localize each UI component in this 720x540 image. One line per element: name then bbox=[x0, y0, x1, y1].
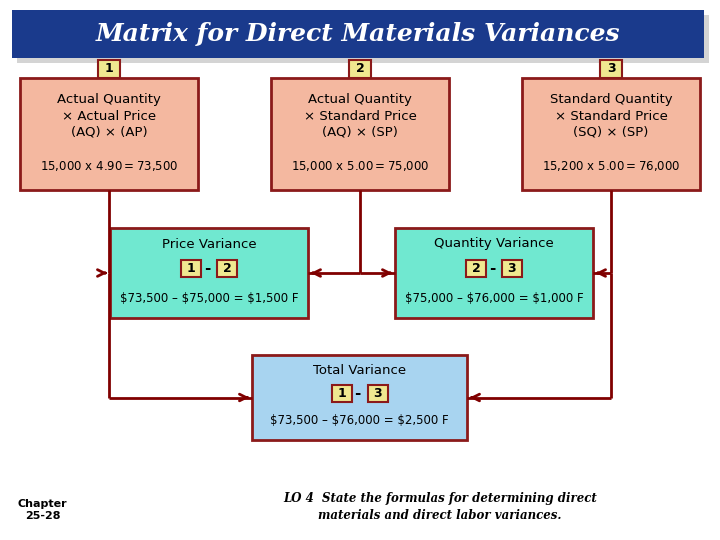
Text: -: - bbox=[489, 261, 495, 276]
Text: (AQ) × (AP): (AQ) × (AP) bbox=[71, 125, 148, 138]
Text: Matrix for Direct Materials Variances: Matrix for Direct Materials Variances bbox=[96, 22, 621, 46]
Text: -: - bbox=[354, 386, 361, 401]
Text: Chapter
25-28: Chapter 25-28 bbox=[18, 499, 68, 521]
Text: $75,000 – $76,000 = $1,000 F: $75,000 – $76,000 = $1,000 F bbox=[405, 292, 583, 305]
Text: × Standard Price: × Standard Price bbox=[554, 110, 667, 123]
Bar bbox=[181, 260, 201, 277]
Bar bbox=[217, 260, 237, 277]
Text: $73,500 – $75,000 = $1,500 F: $73,500 – $75,000 = $1,500 F bbox=[120, 292, 298, 305]
Text: 1: 1 bbox=[186, 262, 195, 275]
Text: materials and direct labor variances.: materials and direct labor variances. bbox=[318, 509, 562, 522]
Bar bbox=[12, 10, 704, 58]
Text: × Actual Price: × Actual Price bbox=[62, 110, 156, 123]
Text: 3: 3 bbox=[508, 262, 516, 275]
Bar bbox=[110, 228, 308, 318]
Text: (AQ) × (SP): (AQ) × (SP) bbox=[322, 125, 398, 138]
Text: (SQ) × (SP): (SQ) × (SP) bbox=[573, 125, 649, 138]
Text: 3: 3 bbox=[373, 387, 382, 400]
Bar bbox=[349, 60, 371, 78]
Bar bbox=[522, 78, 700, 190]
Text: Actual Quantity: Actual Quantity bbox=[308, 93, 412, 106]
Text: 2: 2 bbox=[222, 262, 231, 275]
Bar bbox=[331, 385, 351, 402]
Text: Actual Quantity: Actual Quantity bbox=[57, 93, 161, 106]
Bar bbox=[271, 78, 449, 190]
Text: 15,000 x $4.90 = $73,500: 15,000 x $4.90 = $73,500 bbox=[40, 159, 178, 173]
Text: 15,000 x $5.00 = $75,000: 15,000 x $5.00 = $75,000 bbox=[291, 159, 429, 173]
Text: Price Variance: Price Variance bbox=[162, 238, 256, 251]
Bar bbox=[502, 260, 522, 277]
Text: 1: 1 bbox=[104, 63, 113, 76]
Text: Quantity Variance: Quantity Variance bbox=[434, 238, 554, 251]
Text: 2: 2 bbox=[472, 262, 480, 275]
Bar bbox=[20, 78, 198, 190]
Text: $73,500 – $76,000 = $2,500 F: $73,500 – $76,000 = $2,500 F bbox=[270, 415, 449, 428]
Text: LO 4  State the formulas for determining direct: LO 4 State the formulas for determining … bbox=[283, 492, 597, 505]
Bar bbox=[17, 15, 709, 63]
Bar bbox=[600, 60, 622, 78]
Text: × Standard Price: × Standard Price bbox=[304, 110, 416, 123]
Text: Total Variance: Total Variance bbox=[313, 363, 406, 376]
Text: Standard Quantity: Standard Quantity bbox=[549, 93, 672, 106]
Bar bbox=[395, 228, 593, 318]
Text: 15,200 x $5.00 = $76,000: 15,200 x $5.00 = $76,000 bbox=[542, 159, 680, 173]
Text: 2: 2 bbox=[356, 63, 364, 76]
Bar bbox=[367, 385, 387, 402]
Bar bbox=[466, 260, 486, 277]
Bar bbox=[98, 60, 120, 78]
Text: -: - bbox=[204, 261, 210, 276]
Bar bbox=[252, 355, 467, 440]
Text: 1: 1 bbox=[337, 387, 346, 400]
Text: 3: 3 bbox=[607, 63, 616, 76]
